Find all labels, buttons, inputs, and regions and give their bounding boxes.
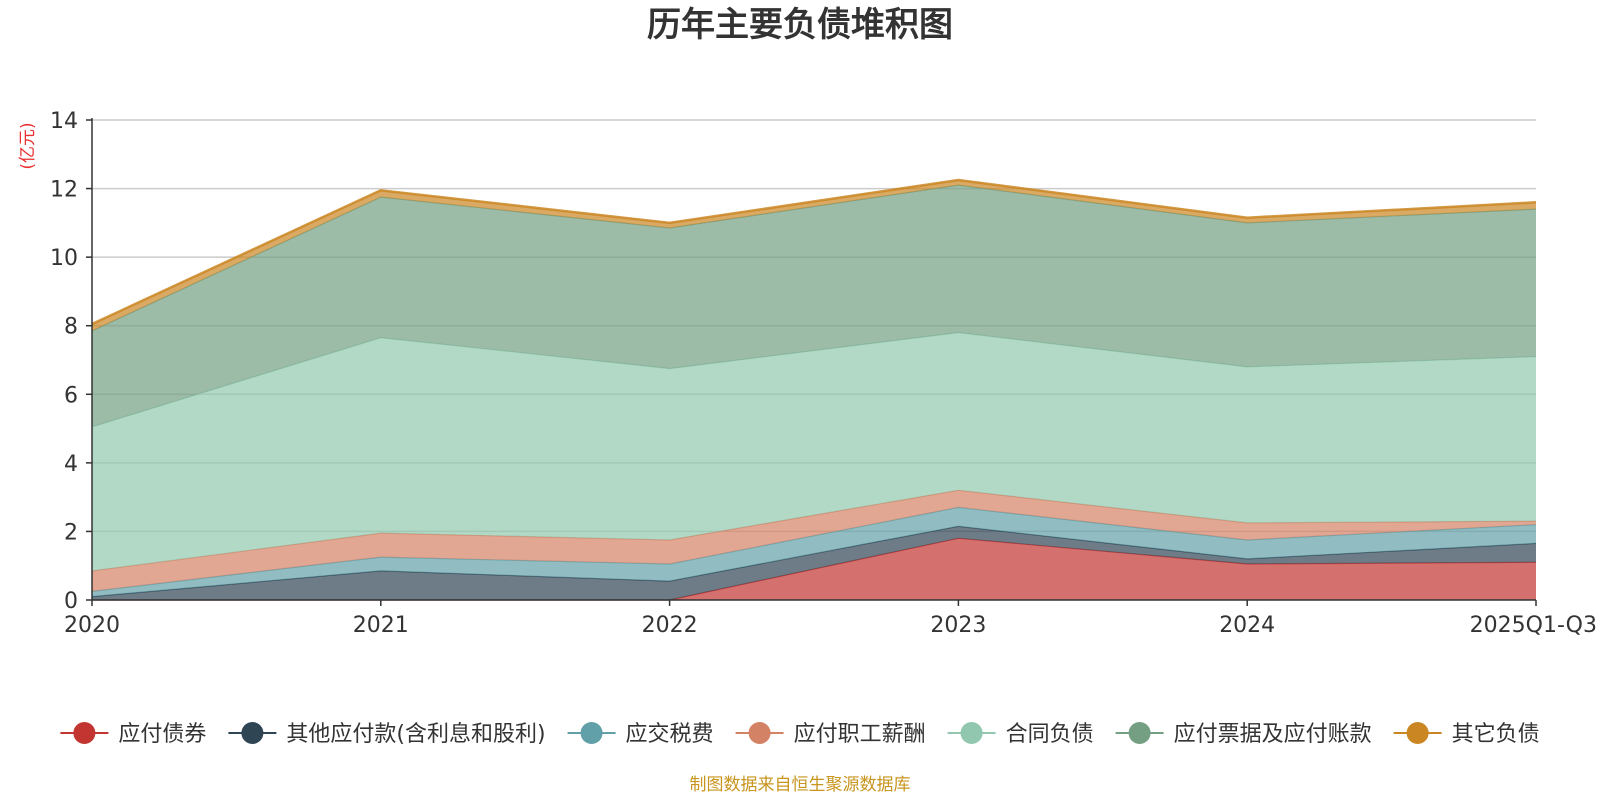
- x-tick-label-0: 2020: [64, 613, 120, 638]
- legend-marker-5: [1128, 722, 1151, 744]
- series-line-6: [91, 178, 1537, 326]
- axes: 0 2 4 6 8 10 12 14 2020 2021 2022 2023 2024 2025Q1-Q3: [50, 109, 1597, 638]
- data-source-note: 制图数据来自恒生聚源数据库: [690, 775, 911, 795]
- legend-label-4: 合同负债: [1006, 722, 1094, 747]
- legend-label-1: 其他应付款(含利息和股利): [286, 722, 545, 747]
- x-tick-label-2: 2022: [642, 613, 698, 638]
- y-tick-label-10: 10: [50, 246, 78, 271]
- area-series-5: [92, 185, 1536, 427]
- legend-item-1[interactable]: 其他应付款(含利息和股利): [228, 722, 546, 747]
- y-tick-label-8: 8: [64, 315, 78, 340]
- legend-label-2: 应交税费: [626, 722, 714, 747]
- area-series-3: [92, 490, 1536, 592]
- legend-marker-4: [960, 722, 983, 744]
- y-tick-label-6: 6: [64, 383, 78, 408]
- legend-item-2[interactable]: 应交税费: [567, 722, 714, 747]
- x-tick-label-4: 2024: [1219, 613, 1275, 638]
- x-tick-label-1: 2021: [353, 613, 409, 638]
- area-series-4: [92, 332, 1536, 571]
- legend-marker-3: [748, 722, 771, 744]
- area-series-1: [92, 526, 1536, 600]
- y-tick-label-4: 4: [64, 452, 78, 477]
- legend: 应付债券 其他应付款(含利息和股利) 应交税费 应付职工薪酬 合同负债 应付票据及应付账款…: [60, 722, 1540, 747]
- x-tick-label-3: 2023: [930, 613, 986, 638]
- legend-label-5: 应付票据及应付账款: [1174, 722, 1372, 747]
- legend-marker-6: [1406, 722, 1429, 744]
- legend-label-0: 应付债券: [118, 722, 206, 747]
- y-tick-label-14: 14: [50, 109, 78, 134]
- area-series-group: [91, 178, 1537, 601]
- legend-marker-2: [580, 722, 603, 744]
- legend-item-6[interactable]: 其它负债: [1393, 722, 1540, 747]
- legend-item-4[interactable]: 合同负债: [947, 722, 1094, 747]
- y-tick-label-12: 12: [50, 178, 78, 203]
- legend-item-5[interactable]: 应付票据及应付账款: [1115, 722, 1372, 747]
- chart-title: 历年主要负债堆积图: [647, 5, 953, 45]
- legend-label-3: 应付职工薪酬: [794, 722, 926, 747]
- y-tick-label-2: 2: [64, 520, 78, 545]
- legend-marker-0: [73, 722, 96, 744]
- legend-marker-1: [241, 722, 264, 744]
- legend-item-0[interactable]: 应付债券: [60, 722, 206, 747]
- area-series-2: [92, 507, 1536, 597]
- legend-item-3[interactable]: 应付职工薪酬: [735, 722, 926, 747]
- legend-label-6: 其它负债: [1452, 722, 1540, 747]
- y-tick-label-0: 0: [64, 589, 78, 614]
- x-tick-label-5: 2025Q1-Q3: [1470, 613, 1597, 638]
- y-axis-unit-label: (亿元): [18, 122, 38, 169]
